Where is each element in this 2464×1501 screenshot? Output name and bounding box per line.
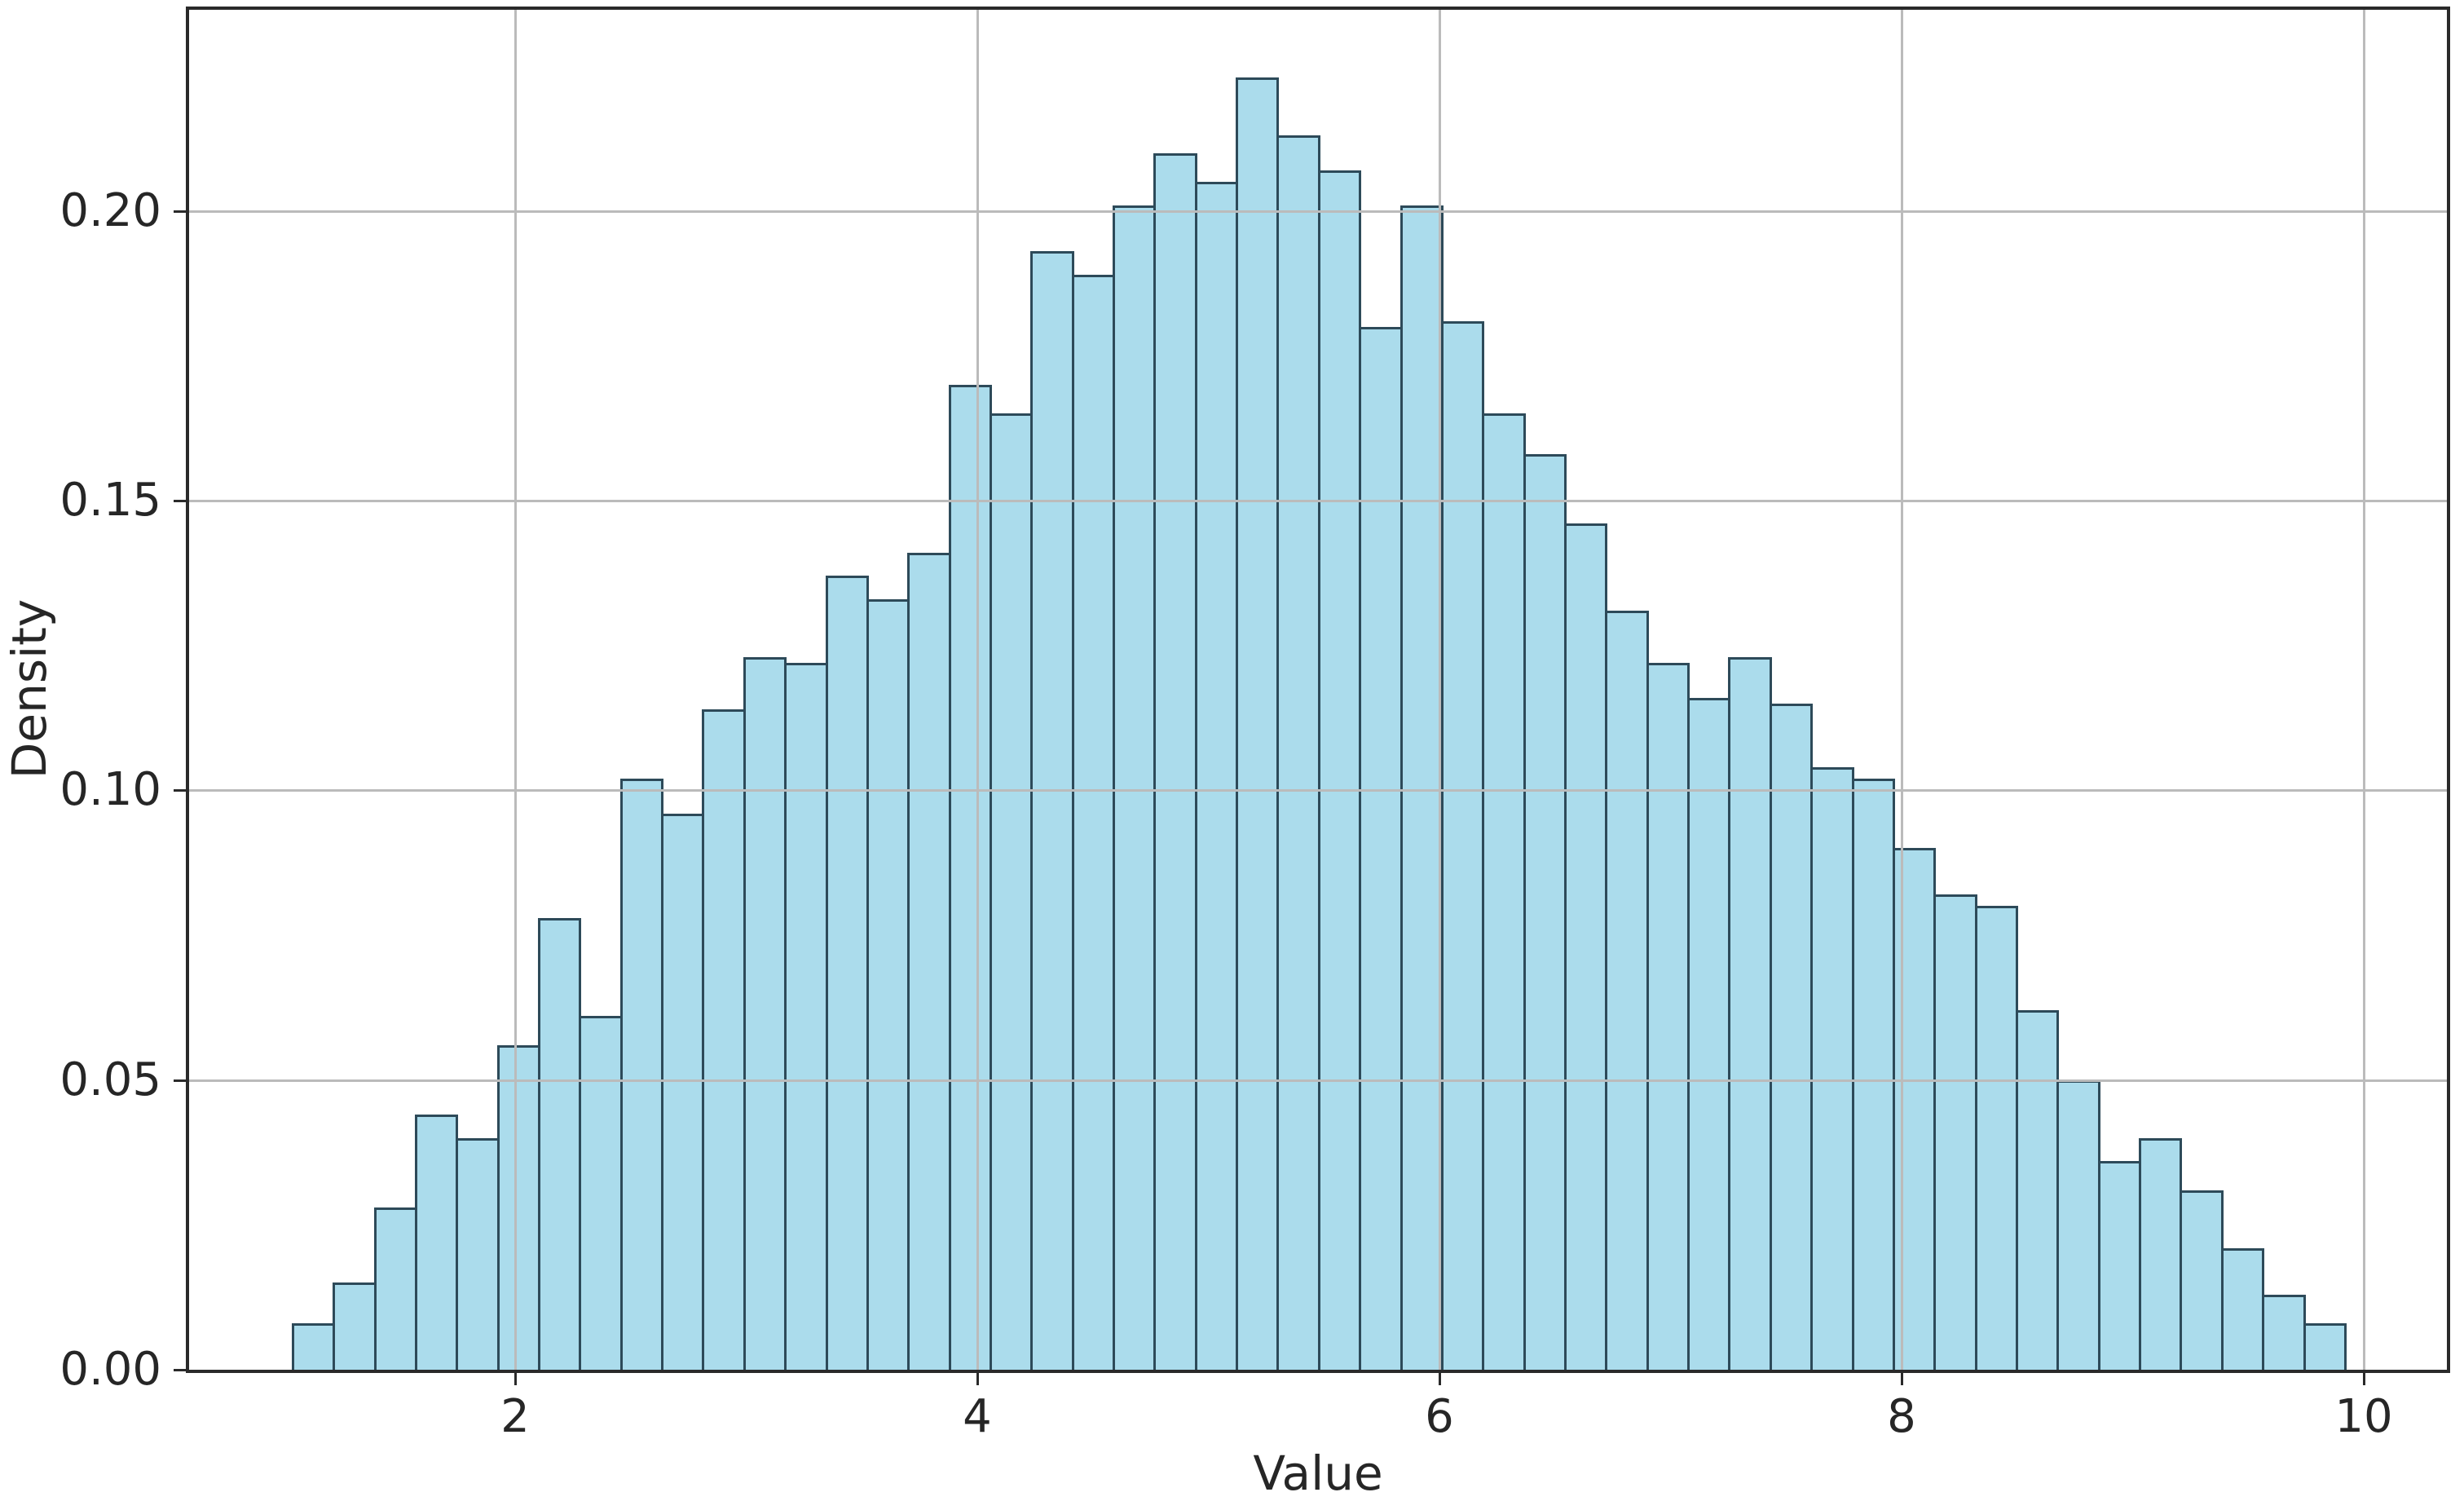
x-axis-label: Value bbox=[1253, 1446, 1383, 1501]
histogram-bar bbox=[1153, 153, 1197, 1370]
x-gridline bbox=[1439, 10, 1441, 1370]
histogram-bar bbox=[1523, 454, 1567, 1370]
histogram-bar bbox=[2180, 1190, 2224, 1370]
histogram-bar bbox=[1687, 698, 1730, 1370]
histogram-bar bbox=[2016, 1010, 2059, 1370]
x-gridline bbox=[514, 10, 517, 1370]
histogram-bar bbox=[1441, 321, 1484, 1370]
y-tick-label: 0.15 bbox=[60, 474, 161, 527]
histogram-bar bbox=[1646, 663, 1690, 1370]
histogram-bar bbox=[374, 1207, 417, 1370]
x-tick-label: 10 bbox=[2334, 1390, 2393, 1443]
histogram-bar bbox=[1318, 170, 1361, 1370]
x-tick-mark bbox=[976, 1373, 979, 1385]
histogram-bar bbox=[1072, 275, 1115, 1370]
histogram-bar bbox=[2098, 1161, 2141, 1370]
histogram-bar bbox=[333, 1282, 377, 1370]
y-tick-mark bbox=[174, 1079, 186, 1082]
histogram-bar bbox=[2303, 1323, 2347, 1370]
x-tick-label: 8 bbox=[1887, 1390, 1916, 1443]
y-gridline bbox=[189, 500, 2447, 502]
histogram-bar bbox=[2262, 1295, 2306, 1370]
histogram-bar bbox=[661, 814, 704, 1370]
x-tick-mark bbox=[514, 1373, 517, 1385]
histogram-bar bbox=[1852, 779, 1895, 1370]
histogram-bar bbox=[990, 413, 1033, 1370]
y-gridline bbox=[189, 789, 2447, 792]
histogram-bar bbox=[1113, 205, 1156, 1370]
y-tick-label: 0.10 bbox=[60, 763, 161, 816]
y-tick-mark bbox=[174, 500, 186, 502]
y-tick-label: 0.05 bbox=[60, 1053, 161, 1106]
histogram-bar bbox=[292, 1323, 335, 1370]
histogram-bar bbox=[1400, 205, 1444, 1370]
histogram-bar bbox=[415, 1115, 458, 1370]
y-tick-label: 0.00 bbox=[60, 1343, 161, 1396]
histogram-bar bbox=[1728, 657, 1772, 1370]
histogram-bar bbox=[579, 1016, 623, 1370]
histogram-bar bbox=[826, 576, 869, 1370]
x-gridline bbox=[976, 10, 979, 1370]
y-gridline bbox=[189, 1079, 2447, 1082]
histogram-bar bbox=[1605, 611, 1649, 1370]
x-tick-label: 2 bbox=[500, 1390, 530, 1443]
y-axis-label: Density bbox=[2, 598, 57, 779]
histogram-bar bbox=[1030, 251, 1074, 1370]
histogram-bar bbox=[866, 599, 910, 1370]
x-tick-label: 4 bbox=[963, 1390, 992, 1443]
histogram-bar bbox=[949, 385, 992, 1370]
histogram-bar bbox=[1276, 135, 1320, 1370]
histogram-bar bbox=[1564, 523, 1607, 1370]
histogram-bar bbox=[2056, 1080, 2100, 1370]
histogram-bar bbox=[1810, 767, 1854, 1370]
y-tick-mark bbox=[174, 789, 186, 792]
histogram-bar bbox=[1933, 894, 1977, 1370]
y-tick-mark bbox=[174, 210, 186, 213]
histogram-bar bbox=[1482, 413, 1526, 1370]
histogram-bar bbox=[907, 553, 951, 1370]
histogram-bar bbox=[1236, 77, 1279, 1370]
histogram-bar bbox=[784, 663, 828, 1370]
x-tick-label: 6 bbox=[1425, 1390, 1454, 1443]
histogram-bar bbox=[497, 1045, 540, 1370]
histogram-bar bbox=[1359, 327, 1403, 1370]
histogram-bar bbox=[743, 657, 787, 1370]
histogram-bar bbox=[1975, 906, 2018, 1370]
x-gridline bbox=[2363, 10, 2365, 1370]
x-gridline bbox=[1901, 10, 1903, 1370]
plot-area bbox=[186, 7, 2450, 1373]
histogram-bar bbox=[456, 1138, 500, 1370]
histogram-bar bbox=[2221, 1248, 2264, 1370]
x-tick-mark bbox=[2363, 1373, 2365, 1385]
histogram-bar bbox=[1195, 182, 1238, 1370]
histogram-bar bbox=[1770, 704, 1813, 1370]
y-tick-label: 0.20 bbox=[60, 184, 161, 237]
y-gridline bbox=[189, 210, 2447, 213]
x-tick-mark bbox=[1901, 1373, 1903, 1385]
histogram-bar bbox=[1893, 848, 1936, 1370]
histogram-bar bbox=[538, 918, 581, 1370]
histogram-bar bbox=[702, 709, 746, 1370]
histogram-bar bbox=[2139, 1138, 2182, 1370]
y-tick-mark bbox=[174, 1369, 186, 1371]
x-tick-mark bbox=[1439, 1373, 1441, 1385]
histogram-bar bbox=[620, 779, 663, 1370]
